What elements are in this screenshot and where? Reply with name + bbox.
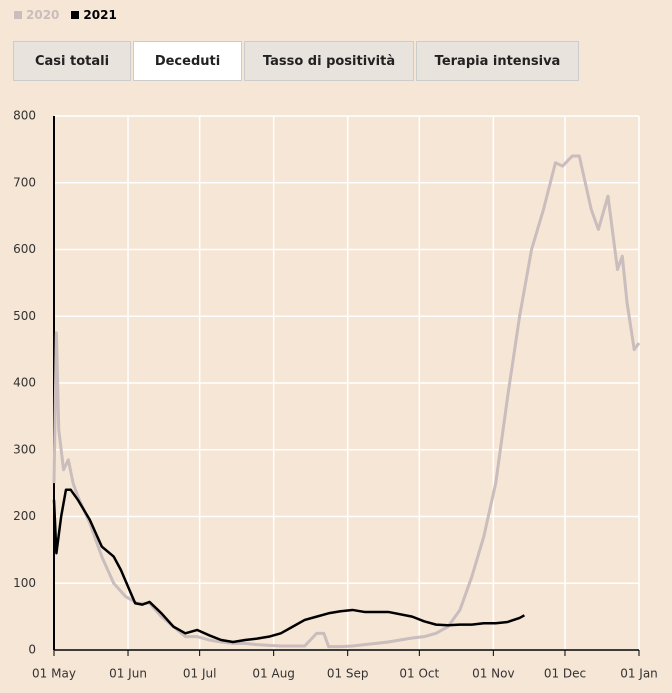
tab[interactable]: Deceduti xyxy=(133,41,242,81)
legend-label: 2020 xyxy=(26,8,60,22)
legend-label: 2021 xyxy=(83,8,117,22)
series-line xyxy=(52,154,641,649)
tab[interactable]: Tasso di positività xyxy=(244,41,414,81)
tab-bar: Casi totali Deceduti Tasso di positività… xyxy=(13,41,579,81)
tab[interactable]: Terapia intensiva xyxy=(416,41,579,81)
x-tick-label: 01 Jul xyxy=(183,667,217,681)
y-tick-label: 500 xyxy=(13,309,36,323)
x-tick-label: 01 Jun xyxy=(109,667,147,681)
legend-item: 2021 xyxy=(71,8,117,22)
y-tick-label: 400 xyxy=(13,376,36,390)
legend-item: 2020 xyxy=(14,8,59,22)
y-tick-label: 0 xyxy=(28,643,36,657)
x-tick-label: 01 Jan xyxy=(620,667,658,681)
y-tick-label: 100 xyxy=(13,576,36,590)
y-tick-label: 200 xyxy=(13,509,36,523)
x-tick-label: 01 Oct xyxy=(399,667,439,681)
series-line xyxy=(52,488,525,644)
y-tick-label: 600 xyxy=(13,242,36,256)
x-tick-label: 01 Nov xyxy=(472,667,515,681)
x-tick-label: 01 Aug xyxy=(252,667,295,681)
y-tick-label: 800 xyxy=(13,109,36,123)
x-tick-label: 01 Sep xyxy=(327,667,369,681)
legend: 2020 2021 xyxy=(14,8,117,22)
x-tick-label: 01 May xyxy=(32,667,76,681)
tab[interactable]: Casi totali xyxy=(13,41,131,81)
y-tick-label: 700 xyxy=(13,175,36,189)
y-tick-label: 300 xyxy=(13,442,36,456)
legend-swatch xyxy=(71,11,80,19)
x-tick-label: 01 Dec xyxy=(544,667,586,681)
legend-swatch xyxy=(14,11,22,19)
